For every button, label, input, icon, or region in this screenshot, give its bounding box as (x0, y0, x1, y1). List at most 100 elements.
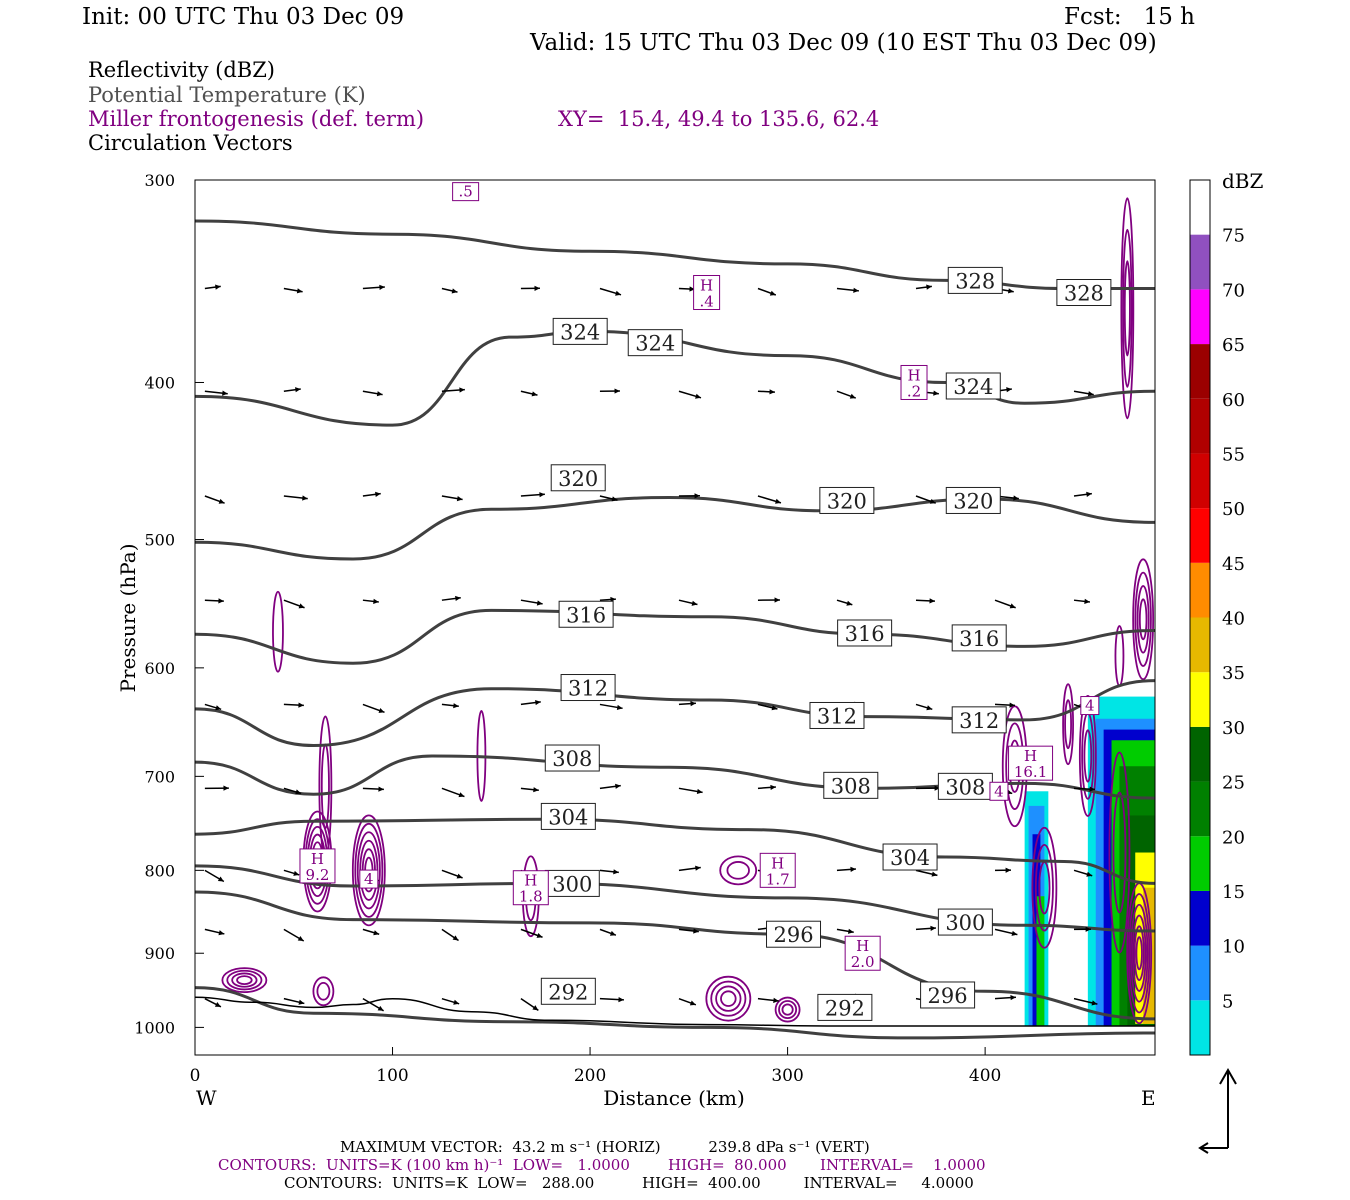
colorbar-label: 55 (1222, 444, 1245, 465)
theta-label-box (809, 701, 865, 729)
theta-label-box (837, 619, 893, 647)
circulation-vector-head (456, 496, 463, 502)
frontogenesis-max-box (512, 870, 549, 906)
circulation-vector-head (536, 600, 543, 606)
circulation-vector-head (298, 702, 304, 708)
footer-max-vector: MAXIMUM VECTOR: 43.2 m s⁻¹ (HORIZ) 239.8… (340, 1138, 870, 1156)
theta-label-316: 316 (959, 627, 999, 651)
theta-label-box (560, 674, 616, 702)
colorbar-cell (1190, 562, 1210, 618)
theta-label-320: 320 (558, 467, 598, 491)
frontogenesis-max-value: 1.7 (766, 870, 790, 888)
frontogenesis-max-label: H (1024, 747, 1037, 765)
frontogenesis-max-box (452, 182, 480, 202)
colorbar-cell (1190, 508, 1210, 563)
frontogenesis-max-box (1080, 696, 1100, 716)
theta-label-320: 320 (953, 489, 993, 513)
circulation-vector-head (849, 393, 856, 399)
frontogenesis-max-label: H (700, 277, 713, 295)
theta-label-box (552, 317, 608, 345)
circulation-vector-head (933, 390, 939, 396)
frontogenesis-max-value: 4 (364, 870, 374, 888)
frontogenesis-contour (354, 822, 384, 918)
theta-label-316: 316 (845, 622, 885, 646)
circulation-vector-head (610, 596, 616, 603)
circulation-vector-head (1085, 926, 1092, 932)
circulation-vector-head (378, 708, 385, 713)
frontogenesis-contour (1131, 914, 1147, 992)
theta-label-box (558, 600, 614, 628)
frontogenesis-max-box (693, 275, 721, 311)
frontogenesis-contour (1034, 843, 1054, 932)
frontogenesis-contour (1133, 925, 1145, 982)
frontogenesis-contour (351, 814, 386, 927)
circulation-vector-head (378, 786, 384, 792)
circulation-vector-head (534, 285, 540, 291)
circulation-vector-head (1006, 387, 1012, 393)
theta-label-box (951, 624, 1007, 652)
circulation-vector-head (373, 598, 379, 604)
terrain-line (195, 996, 1155, 1027)
frontogenesis-contour (1136, 585, 1150, 654)
frontogenesis-max-label: H (907, 366, 920, 384)
colorbar-cell (1190, 672, 1210, 727)
colorbar-label: 10 (1222, 937, 1245, 958)
frontogenesis-contour (226, 969, 263, 991)
contour-labels: 328 328 324 324 324 320 320 320 316 316 316 312 312 3… (299, 182, 1112, 1021)
colorbar-cell (1190, 945, 1210, 1001)
y-tick-label: 500 (144, 531, 175, 550)
theta-label-box (817, 993, 873, 1021)
circulation-vector-head (847, 928, 854, 934)
circulation-vector-head (934, 785, 940, 791)
theta-label-328: 328 (955, 269, 995, 293)
colorbar-cell (1190, 836, 1210, 891)
frontogenesis-contour (1083, 729, 1093, 783)
circulation-vector-head (926, 705, 933, 711)
circulation-vector-head (298, 999, 305, 1005)
circulation-vector-head (295, 789, 302, 795)
circulation-vector-head (1091, 1000, 1098, 1006)
colorbar-label: 5 (1222, 991, 1233, 1012)
frontogenesis-contour (1129, 903, 1149, 1003)
circulation-vector-head (614, 388, 620, 394)
frontogenesis-contour (1078, 695, 1097, 817)
frontogenesis-contour (715, 985, 742, 1012)
init-time: Init: 00 UTC Thu 03 Dec 09 (82, 4, 405, 30)
frontogenesis-contour (320, 743, 330, 830)
circulation-vector-head (769, 290, 776, 296)
frontogenesis-max-value: 16.1 (1014, 763, 1047, 781)
circulation-vector-head (609, 930, 616, 936)
reflectivity-band (1036, 896, 1045, 1026)
colorbar-label: 40 (1222, 609, 1245, 630)
circulation-vector-head (690, 701, 696, 707)
circulation-vector-head (302, 495, 308, 501)
colorbar-title: dBZ (1222, 169, 1264, 193)
circulation-vector-head (459, 387, 465, 393)
circulation-vector-head (1009, 603, 1016, 609)
circulation-vector-head (1010, 994, 1016, 1001)
x-end-label-west: W (196, 1086, 217, 1110)
y-axis-title: Pressure (hPa) (116, 544, 140, 693)
colorbar-cell (1190, 289, 1210, 345)
theta-label-300: 300 (945, 911, 985, 935)
frontogenesis-contour (1114, 625, 1125, 687)
theta-label-box (544, 744, 600, 772)
frontogenesis-max-label: H (856, 937, 869, 955)
frontogenesis-contour (1138, 598, 1148, 641)
colorbar-label: 70 (1222, 280, 1245, 301)
circulation-vector-head (929, 598, 935, 604)
theta-label-box (819, 486, 875, 514)
x-tick-label: 100 (376, 1066, 408, 1086)
legend-xy: XY= 15.4, 49.4 to 135.6, 62.4 (558, 107, 880, 131)
theta-label-296: 296 (928, 984, 968, 1008)
frontogenesis-contour (719, 855, 758, 886)
circulation-vector-head (293, 870, 300, 876)
plot-frame (194, 179, 1156, 1056)
colorbar-label: 60 (1222, 390, 1245, 411)
frontogenesis-max-box (989, 781, 1009, 801)
circulation-vector-head (1009, 702, 1015, 708)
circulation-vector-head (695, 393, 701, 399)
theta-label-296: 296 (773, 923, 813, 947)
circulation-vector-head (1013, 495, 1019, 501)
frontogenesis-max-value: .5 (458, 183, 472, 201)
